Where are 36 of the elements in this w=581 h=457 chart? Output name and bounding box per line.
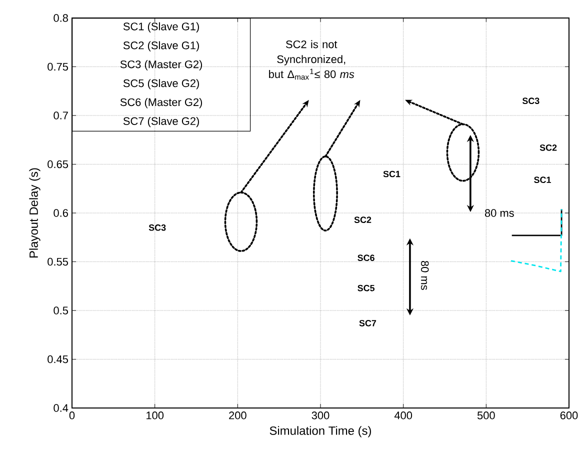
- y-tick-label: 0.7: [54, 112, 68, 120]
- annotation: SC2 (Slave G1): [123, 41, 199, 52]
- annotation: SC1 (Slave G1): [123, 22, 199, 33]
- annotation: SC5 (Slave G2): [123, 79, 199, 90]
- y-tick-label: 0.75: [48, 62, 68, 71]
- annotation: SC5: [358, 284, 375, 292]
- x-tick-label: 200: [229, 412, 246, 420]
- y-tick-label: 0.8: [54, 14, 68, 22]
- annotation: SC1: [383, 170, 400, 178]
- y-tick-label: 0.45: [48, 355, 68, 364]
- annotation: SC2: [540, 144, 557, 151]
- x-tick-label: 400: [394, 412, 412, 420]
- annotation: SC6: [358, 254, 374, 262]
- annotation: 80 ms: [420, 260, 429, 290]
- annotation: SC3 (Master G2): [120, 60, 202, 70]
- annotation: SC7: [359, 320, 376, 326]
- annotation: SC2: [354, 216, 372, 224]
- y-tick-label: 0.6: [54, 209, 68, 217]
- annotation: SC7 (Slave G2): [123, 116, 199, 128]
- annotation: SC3: [148, 224, 166, 231]
- y-tick-label: 0.5: [54, 306, 68, 314]
- x-tick-label: 300: [312, 412, 330, 420]
- x-axis-title: Simulation Time (s): [270, 426, 371, 438]
- x-tick-label: 500: [477, 412, 495, 420]
- annotation: 80 ms: [484, 209, 514, 217]
- annotation: SC6 (Master G2): [120, 98, 202, 108]
- y-axis-title: Playout Delay (s): [29, 168, 40, 258]
- annotation: SC2 is not Synchronized, but Δ$_{max}$$^{1}$≤ 80 ms: [269, 40, 354, 80]
- annotation: SC3: [522, 98, 540, 104]
- annotation: SC1: [534, 176, 551, 184]
- x-tick-label: 100: [146, 412, 164, 420]
- x-tick-label: 600: [560, 412, 578, 420]
- y-tick-label: 0.65: [48, 160, 68, 168]
- x-tick-label: 0: [69, 412, 75, 420]
- y-tick-label: 0.55: [48, 258, 68, 266]
- y-tick-label: 0.4: [54, 404, 68, 412]
